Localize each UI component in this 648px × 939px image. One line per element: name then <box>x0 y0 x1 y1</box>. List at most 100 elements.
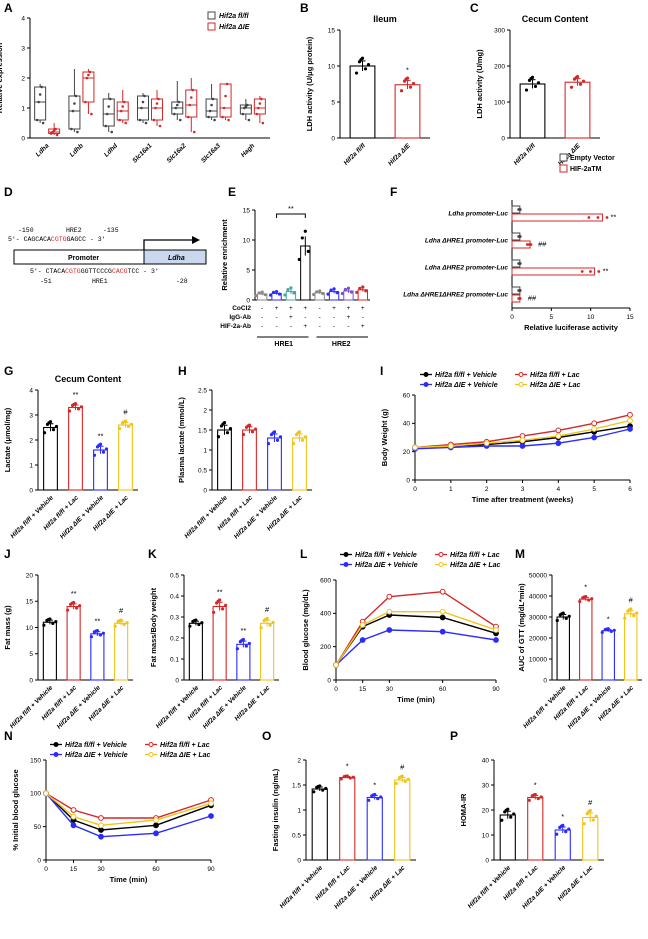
sequence-segment: CGTG <box>65 268 81 275</box>
x-tick-label: 0 <box>44 866 48 873</box>
bar <box>527 796 544 861</box>
hre2-label: HRE2 <box>66 227 82 234</box>
data-point <box>174 106 178 110</box>
data-point <box>51 621 55 626</box>
data-point <box>403 779 407 784</box>
series-marker <box>555 440 562 447</box>
table-cell: + <box>347 305 351 312</box>
x-tick-label: 15 <box>359 686 367 693</box>
legend-A: Hif2a fl/fl Hif2a ΔIE <box>207 11 250 31</box>
y-tick-label: 3 <box>21 45 25 52</box>
data-point <box>213 118 216 122</box>
series-marker <box>98 827 104 833</box>
data-point <box>207 115 210 119</box>
x-category-label: Hif2a fl/fl <box>343 142 367 166</box>
series-line <box>335 629 497 666</box>
x-tick-label: 0 <box>334 686 338 693</box>
significance-mark: # <box>629 596 634 605</box>
data-point <box>376 797 380 801</box>
data-point <box>509 815 513 819</box>
data-point <box>90 112 93 116</box>
significance-mark: # <box>400 763 405 772</box>
data-point <box>235 647 239 651</box>
legend-swatch <box>207 22 216 31</box>
data-point <box>158 124 162 128</box>
data-point <box>268 623 272 627</box>
data-point <box>54 424 59 429</box>
data-point <box>306 249 310 253</box>
data-point <box>222 106 226 110</box>
legend-label: Hif2a ΔIE <box>219 24 250 31</box>
data-point <box>41 121 45 125</box>
y-tick-label: 2 <box>203 407 207 414</box>
significance-mark: ** <box>71 589 77 598</box>
sequence-segment: GAGCC - 3' <box>67 236 106 243</box>
data-point <box>70 601 74 605</box>
significance-bracket <box>276 213 306 218</box>
data-point <box>247 118 251 122</box>
chart-H: 0 0.5 1 1.5 2 2.5 Plasma lactate (mmol/L) Hif2a… <box>177 387 312 541</box>
legend-label: Hif2a ΔIE + Vehicle <box>65 752 128 759</box>
y-tick-label: 0.4 <box>170 593 179 600</box>
bar <box>66 605 81 681</box>
data-point <box>259 626 263 630</box>
y-tick-label: 300 <box>494 27 505 34</box>
x-category-label: Hif2a ΔIE + Vehicle <box>59 494 105 540</box>
panel-label-B: B <box>300 1 309 15</box>
data-point <box>228 427 233 431</box>
data-point <box>129 422 134 426</box>
table-row-label: IgG-Ab <box>229 314 251 321</box>
data-point <box>88 70 92 74</box>
legend-N: Hif2a fl/fl + Vehicle Hif2a fl/fl + Lac Hi… <box>50 742 211 759</box>
data-point <box>110 130 114 134</box>
data-point <box>277 292 282 296</box>
chart-G: 0 1 2 3 4 Lactate (μmol/mg) Cecum Content Hif2a… <box>3 374 138 541</box>
hbar <box>511 267 596 276</box>
x-category-label: Slc16a1 <box>131 142 153 164</box>
data-point <box>70 127 73 131</box>
x-tick-label: 0 <box>413 486 417 493</box>
x-category-label: Hif2a ΔIE + Vehicle <box>202 684 248 730</box>
y-tick-label: 0 <box>246 297 250 304</box>
data-point <box>263 293 267 297</box>
bar <box>114 622 129 681</box>
significance-mark: # <box>265 605 270 614</box>
significance-mark: * <box>346 762 349 771</box>
data-point <box>42 623 46 627</box>
y-axis-label-N: % Initial blood glucose <box>11 769 20 850</box>
y-tick-label: 40 <box>403 421 411 428</box>
data-point <box>367 798 371 802</box>
data-point <box>605 216 609 219</box>
bar <box>601 630 615 681</box>
sequence-segment: CGTG <box>51 236 67 243</box>
data-point <box>94 629 98 633</box>
data-point <box>38 93 42 96</box>
data-point <box>596 216 600 219</box>
tss-arrow <box>143 239 192 250</box>
data-point <box>268 293 273 297</box>
data-point <box>54 127 57 131</box>
data-point <box>175 103 179 107</box>
panel-label-K: K <box>148 547 157 561</box>
y-tick-label: 20 <box>403 449 411 456</box>
y-category-label: Ldha ΔHRE1ΔHRE2 promoter-Luc <box>403 292 508 299</box>
gene-label: Ldha <box>168 255 185 262</box>
bottom-sequence: 5'- CTACACGTGGGTTCCCGCACGTCC - 3' <box>30 268 159 275</box>
promoter-label: Promoter <box>68 255 99 262</box>
data-point <box>597 270 601 273</box>
legend-label: Hif2a ΔIE + Vehicle <box>355 562 418 569</box>
data-point <box>564 616 568 621</box>
data-point <box>118 619 122 623</box>
y-tick-label: 10 <box>26 625 34 632</box>
panel-label-F: F <box>390 185 397 199</box>
series-marker <box>208 800 214 807</box>
data-point <box>197 622 201 627</box>
series-marker <box>386 627 393 633</box>
table-cell: - <box>347 323 349 330</box>
y-tick-label: 0 <box>29 487 33 494</box>
x-tick-label: 30 <box>97 866 105 873</box>
data-point <box>113 624 117 628</box>
x-tick-label: 4 <box>557 486 561 493</box>
data-point <box>241 432 246 437</box>
series-marker <box>208 813 214 819</box>
